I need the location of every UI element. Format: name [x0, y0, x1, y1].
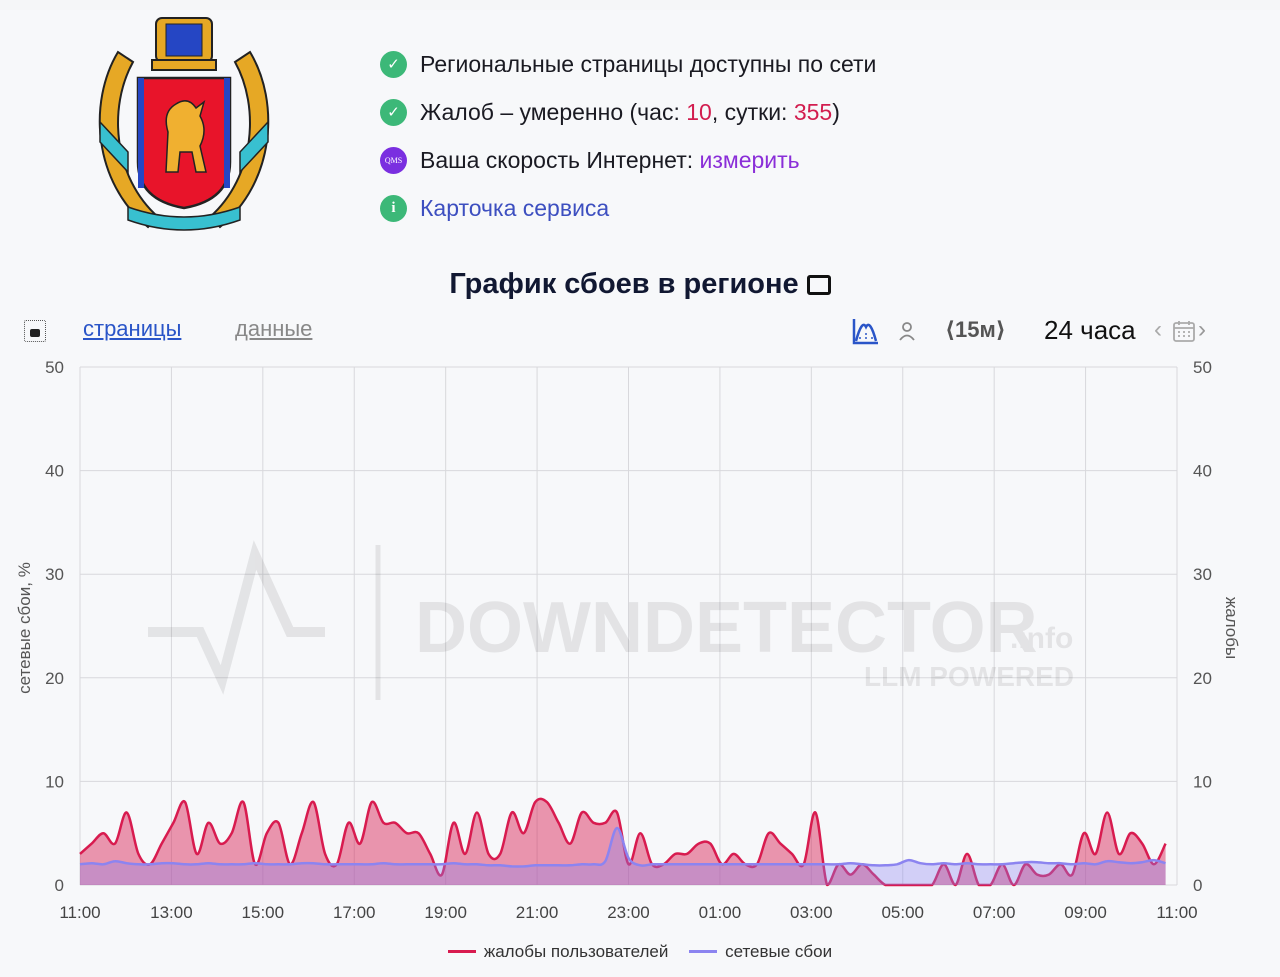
y-tick-label-left: 0 [55, 876, 64, 895]
chart-mode-icon[interactable] [852, 317, 880, 345]
x-tick-label: 03:00 [790, 903, 833, 922]
qms-icon: QMS [380, 146, 407, 174]
status-speed-test: QMS Ваша скорость Интернет: измерить [380, 136, 876, 184]
x-tick-label: 19:00 [424, 903, 467, 922]
y-tick-label-left: 50 [45, 358, 64, 377]
range-selector[interactable]: 24 часа [1044, 315, 1136, 345]
legend-swatch [689, 950, 718, 953]
tab-data[interactable]: данные [235, 316, 313, 341]
outage-chart: 0 0 10 10 20 20 30 30 40 40 50 50 11:00 13:00 15:00 17:… [15, 358, 1241, 922]
complaints-hour-count: 10 [686, 98, 712, 125]
status-service-card: i Карточка сервиса [380, 184, 876, 232]
chart-legend: жалобы пользователей сетевые сбои [0, 938, 1280, 962]
y-axis-label-right: жалобы [1222, 597, 1241, 659]
y-tick-label-left: 40 [45, 462, 64, 481]
watermark-pulse-icon [148, 540, 325, 695]
chevron-right-icon[interactable]: › [1198, 316, 1206, 343]
info-icon: i [380, 194, 407, 222]
watermark-suffix: .info [1010, 622, 1073, 655]
x-tick-label: 23:00 [607, 903, 650, 922]
speed-test-link[interactable]: измерить [699, 146, 800, 173]
chart-title: График сбоев в регионе [0, 268, 1280, 301]
watermark-text: DOWNDETECTOR [415, 588, 1038, 668]
interval-selector[interactable]: ⟨15м⟩ [945, 317, 1006, 342]
service-card-link[interactable]: Карточка сервиса [420, 194, 610, 221]
status-text: Региональные страницы доступны по сети [420, 50, 877, 77]
legend-label: жалобы пользователей [483, 941, 669, 961]
status-complaints: ✓ Жалоб – умеренно (час: 10, сутки: 355) [380, 88, 876, 136]
watermark: DOWNDETECTOR.info LLM POWERED [148, 540, 1074, 700]
legend-swatch [447, 950, 476, 953]
y-tick-label-right: 20 [1193, 669, 1212, 688]
outages-series-area [80, 827, 1166, 885]
legend-label: сетевые сбои [725, 941, 833, 961]
camera-icon[interactable] [24, 320, 46, 342]
monitor-icon [806, 275, 831, 295]
status-text: Жалоб – умеренно (час: 10, сутки: 355) [420, 98, 840, 125]
check-icon: ✓ [380, 50, 407, 78]
y-tick-label-left: 20 [45, 669, 64, 688]
x-tick-label: 21:00 [516, 903, 559, 922]
status-text: Ваша скорость Интернет: [420, 146, 700, 173]
y-tick-label-right: 10 [1193, 772, 1212, 791]
chart-title-text: График сбоев в регионе [449, 268, 799, 300]
watermark-subtext: LLM POWERED [864, 661, 1074, 692]
x-tick-label: 09:00 [1064, 903, 1107, 922]
x-tick-label: 17:00 [333, 903, 376, 922]
x-tick-label: 13:00 [150, 903, 193, 922]
check-icon: ✓ [380, 98, 407, 126]
y-tick-label-right: 50 [1193, 358, 1212, 377]
legend-item-complaints[interactable]: жалобы пользователей [447, 941, 669, 962]
user-icon[interactable] [898, 320, 916, 342]
status-panel: ✓ Региональные страницы доступны по сети… [380, 40, 876, 232]
y-tick-label-right: 0 [1193, 876, 1202, 895]
calendar-icon[interactable] [1172, 319, 1196, 343]
x-tick-label: 15:00 [242, 903, 285, 922]
tab-pages[interactable]: страницы [83, 316, 182, 341]
x-tick-label: 01:00 [699, 903, 742, 922]
x-tick-label: 07:00 [973, 903, 1016, 922]
y-axis-label-left: сетевые сбои, % [15, 562, 34, 694]
y-tick-label-right: 30 [1193, 565, 1212, 584]
y-tick-label-left: 10 [45, 772, 64, 791]
chart-toolbar: страницы данные ⟨15м⟩ 24 часа ‹ › [0, 312, 1280, 352]
y-tick-label-right: 40 [1193, 462, 1212, 481]
krasnoyarsk-coat-of-arms-icon [98, 17, 270, 231]
y-tick-label-left: 30 [45, 565, 64, 584]
outages-series-line [79, 826, 1166, 868]
status-pages-available: ✓ Региональные страницы доступны по сети [380, 40, 876, 88]
chevron-left-icon[interactable]: ‹ [1154, 316, 1162, 343]
x-tick-label: 05:00 [881, 903, 924, 922]
complaints-day-count: 355 [793, 98, 833, 125]
x-tick-label: 11:00 [1156, 903, 1197, 922]
x-tick-label: 11:00 [59, 903, 100, 922]
legend-item-outages[interactable]: сетевые сбои [689, 942, 832, 962]
